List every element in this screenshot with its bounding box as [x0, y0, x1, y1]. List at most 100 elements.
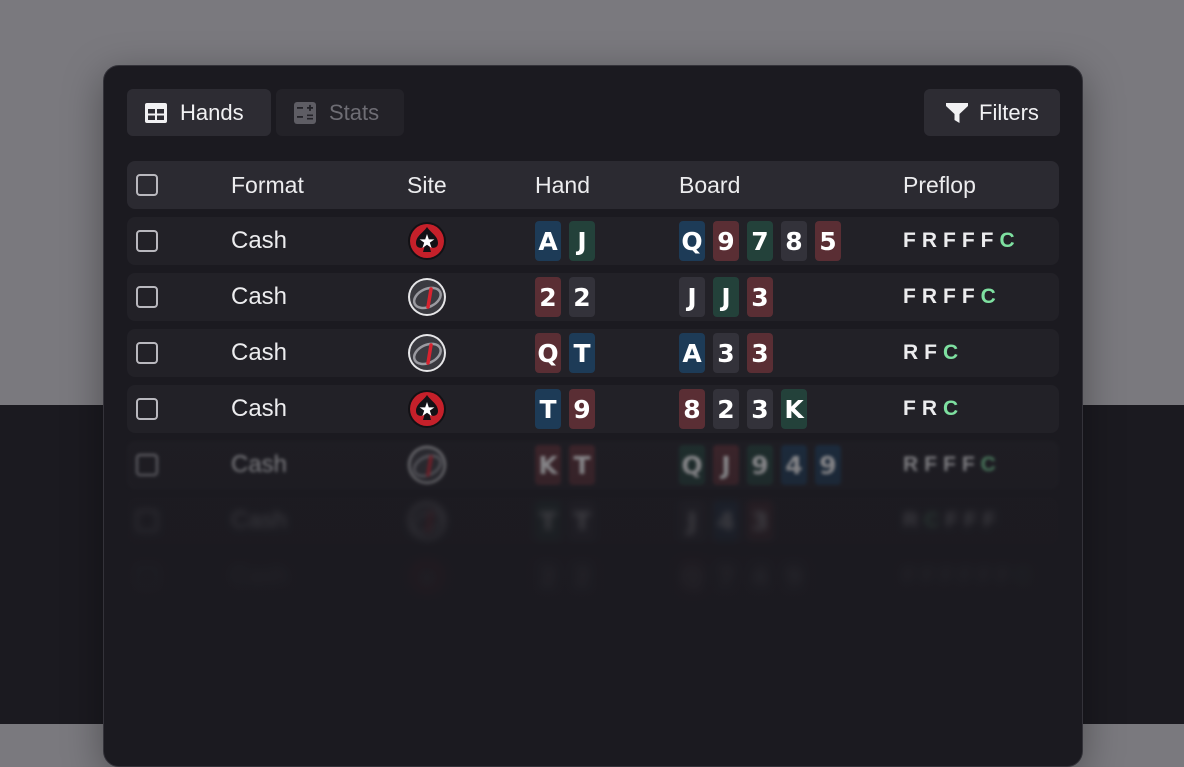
board-card: Q	[679, 221, 705, 261]
preflop-action: R	[903, 341, 919, 364]
preflop-action: F	[997, 565, 1010, 588]
preflop-action: R	[921, 229, 937, 252]
row-format: Cash	[231, 507, 288, 534]
hand-card: K	[535, 445, 561, 485]
funnel-icon	[946, 102, 969, 123]
preflop-action: C	[943, 341, 959, 364]
hand-card: T	[535, 501, 561, 541]
preflop-action: C	[980, 285, 996, 308]
table-row[interactable]: Cash K T Q J 9 4 9 R F F F C	[127, 441, 1059, 489]
row-format: Cash	[231, 451, 288, 478]
preflop-action: F	[961, 285, 975, 308]
preflop-action: C	[924, 509, 940, 532]
preflop-action: F	[903, 397, 916, 420]
board-card: 5	[815, 221, 841, 261]
table-row[interactable]: Cash T 9 8 2 3 K F R C	[127, 385, 1059, 433]
hand-card: 2	[569, 557, 595, 597]
hand-card: 2	[535, 557, 561, 597]
preflop-action: F	[945, 509, 959, 532]
preflop-action: F	[943, 453, 956, 476]
table-row[interactable]: Cash A J Q 9 7 8 5 F R F F F C	[127, 217, 1059, 265]
pokerstars-icon	[408, 222, 446, 260]
row-format: Cash	[231, 563, 288, 590]
table-row[interactable]: Cash Q T A 3 3 R F C	[127, 329, 1059, 377]
preflop-action: F	[903, 229, 916, 252]
board-card: K	[781, 389, 807, 429]
table-row[interactable]: Cash 2 2 J J 3 F R F F C	[127, 273, 1059, 321]
preflop-action: F	[943, 285, 956, 308]
select-all-checkbox[interactable]	[136, 174, 158, 196]
board-card: 8	[781, 221, 807, 261]
column-site[interactable]: Site	[407, 171, 447, 198]
row-checkbox[interactable]	[136, 398, 158, 420]
preflop-action: F	[983, 509, 996, 532]
ggpoker-icon	[408, 446, 446, 484]
tab-hands[interactable]: Hands	[127, 89, 271, 136]
hand-card: T	[535, 389, 561, 429]
pokerstars-icon	[408, 558, 446, 596]
hand-card: 2	[569, 277, 595, 317]
board-card: 9	[815, 445, 841, 485]
column-preflop[interactable]: Preflop	[903, 171, 976, 198]
row-format: Cash	[231, 395, 288, 422]
board-card: 9	[781, 557, 807, 597]
board-card: 4	[781, 445, 807, 485]
row-format: Cash	[231, 227, 288, 254]
hand-card: A	[535, 221, 561, 261]
row-checkbox[interactable]	[136, 286, 158, 308]
preflop-action: R	[903, 453, 919, 476]
column-board[interactable]: Board	[679, 171, 741, 198]
board-card: 3	[747, 389, 773, 429]
table-header: Format Site Hand Board Preflop	[127, 161, 1059, 209]
ggpoker-icon	[408, 502, 446, 540]
row-checkbox[interactable]	[136, 230, 158, 252]
column-format[interactable]: Format	[231, 171, 304, 198]
preflop-action: F	[959, 565, 973, 588]
hand-card: 9	[569, 389, 595, 429]
hands-table: Format Site Hand Board Preflop Cash A J Q 9 7…	[127, 161, 1059, 609]
board-card: 3	[747, 333, 773, 373]
hand-card: J	[569, 221, 595, 261]
preflop-action: F	[943, 229, 956, 252]
preflop-action: C	[999, 229, 1015, 252]
board-card: J	[679, 277, 705, 317]
filters-button[interactable]: Filters	[924, 89, 1060, 136]
column-hand[interactable]: Hand	[535, 171, 590, 198]
ggpoker-icon	[408, 334, 446, 372]
row-site	[407, 329, 447, 377]
tab-stats-label: Stats	[329, 99, 380, 125]
row-checkbox[interactable]	[136, 454, 158, 476]
preflop-action: C	[943, 397, 959, 420]
row-site	[407, 273, 447, 321]
board-card: 4	[747, 557, 773, 597]
row-site	[407, 497, 447, 545]
table-row[interactable]: Cash T T J 4 3 R C F F F	[127, 497, 1059, 545]
board-card: Q	[679, 557, 705, 597]
row-checkbox[interactable]	[136, 342, 158, 364]
board-card: J	[713, 445, 739, 485]
row-checkbox[interactable]	[136, 510, 158, 532]
hand-card: Q	[535, 333, 561, 373]
preflop-action: F	[903, 285, 916, 308]
table-row[interactable]: Cash 2 2 Q 7 4 9 F F F F F F C	[127, 553, 1059, 601]
tab-stats[interactable]: Stats	[276, 89, 404, 136]
board-card: 8	[679, 389, 705, 429]
row-checkbox[interactable]	[136, 566, 158, 588]
